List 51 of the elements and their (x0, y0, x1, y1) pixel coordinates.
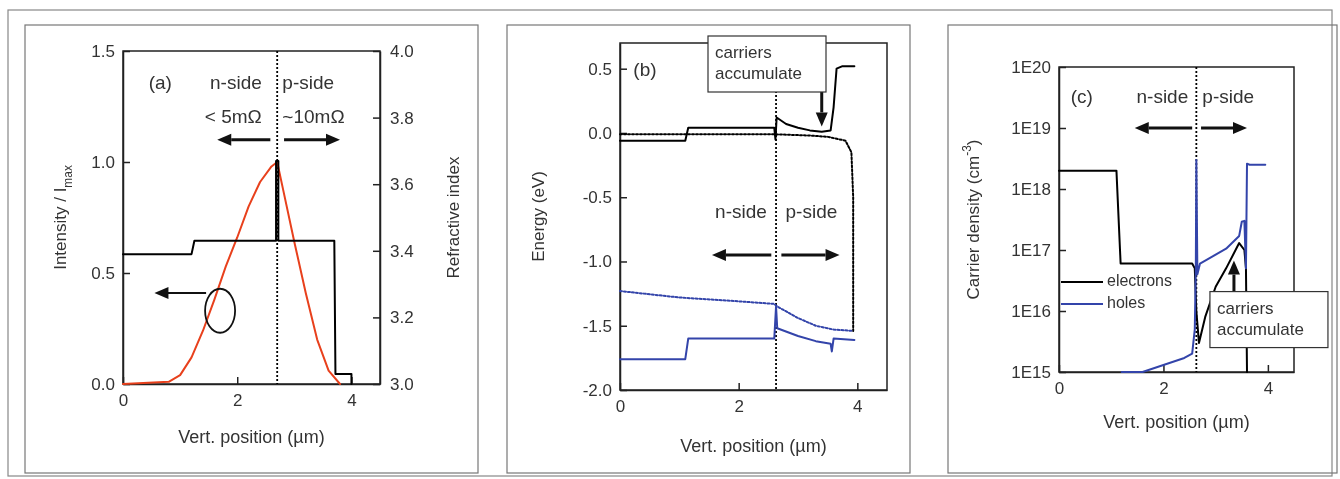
y-tick-label: -1.0 (582, 252, 612, 272)
y-tick-label: -0.5 (582, 188, 612, 208)
x-tick-label: 2 (734, 397, 744, 417)
legend-label: holes (1107, 294, 1146, 312)
y-tick-label: -2.0 (582, 380, 612, 400)
y2-tick-label: 3.4 (390, 241, 414, 261)
x-tick-label: 4 (853, 397, 863, 417)
annotation: p-side (1202, 85, 1255, 107)
x-tick-label: 2 (232, 391, 243, 411)
x-tick-label: 0 (1054, 379, 1065, 399)
annotation: (b) (633, 58, 657, 80)
annotation: p-side (785, 201, 838, 223)
x-tick-label: 0 (118, 391, 129, 411)
annotation: ~10mΩ (282, 105, 345, 127)
annotation: < 5mΩ (204, 105, 262, 127)
x-axis-title: Vert. position (µm) (1103, 412, 1250, 432)
x-axis-title: Vert. position (µm) (680, 436, 827, 456)
y2-tick-label: 4.0 (390, 41, 414, 61)
y-tick-label: 1E17 (1011, 240, 1051, 260)
y-tick-label: 0.5 (91, 263, 115, 283)
y-tick-label: 1E19 (1011, 118, 1051, 138)
x-tick-label: 0 (615, 397, 626, 417)
x-axis-title: Vert. position (µm) (178, 427, 325, 447)
y2-axis-title: Refractive index (444, 156, 464, 279)
y2-tick-label: 3.8 (390, 108, 414, 128)
y2-tick-label: 3.6 (390, 175, 414, 195)
y-tick-label: -1.5 (582, 316, 612, 336)
y-tick-label: 0.5 (588, 59, 612, 79)
y-tick-label: 1E20 (1011, 57, 1051, 77)
annotation: (a) (148, 72, 172, 94)
y-tick-label: 0.0 (91, 374, 115, 394)
legend-label: electrons (1107, 272, 1172, 290)
annotation: n-side (1136, 85, 1189, 107)
y-tick-label: 1E15 (1011, 362, 1051, 382)
y-tick-label: 1E16 (1011, 301, 1051, 321)
x-tick-label: 4 (1263, 379, 1274, 399)
y-tick-label: 1.5 (91, 41, 115, 61)
x-tick-label: 2 (1159, 379, 1169, 399)
y2-tick-label: 3.0 (390, 374, 414, 394)
x-tick-label: 4 (347, 391, 357, 411)
annotation: carriers accumulate (1216, 298, 1304, 339)
y-tick-label: 1E18 (1011, 179, 1051, 199)
annotation: (c) (1070, 85, 1093, 107)
y-tick-label: 1.0 (91, 152, 115, 172)
y-axis-title: Energy (eV) (529, 171, 549, 262)
annotation: carriers accumulate (715, 43, 802, 84)
y2-tick-label: 3.2 (390, 308, 414, 328)
annotation: n-side (715, 201, 767, 223)
y-tick-label: 0.0 (588, 123, 612, 143)
annotation: n-side (210, 72, 262, 94)
annotation: p-side (282, 72, 335, 94)
